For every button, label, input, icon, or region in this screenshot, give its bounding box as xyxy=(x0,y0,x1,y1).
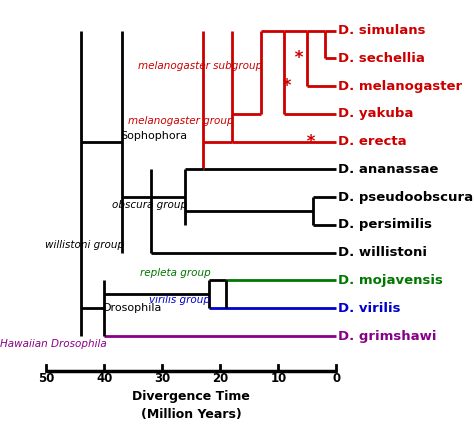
Text: *: * xyxy=(301,133,315,150)
Text: D. yakuba: D. yakuba xyxy=(338,107,413,120)
Text: *: * xyxy=(289,49,303,67)
Text: D. melanogaster: D. melanogaster xyxy=(338,80,462,92)
Text: 30: 30 xyxy=(154,372,170,385)
Text: D. willistoni: D. willistoni xyxy=(338,246,427,259)
Text: D. simulans: D. simulans xyxy=(338,24,426,37)
Text: virilis group: virilis group xyxy=(149,296,210,306)
Text: melanogaster group: melanogaster group xyxy=(128,116,234,126)
Text: *: * xyxy=(277,77,292,95)
Text: 20: 20 xyxy=(212,372,228,385)
Text: (Million Years): (Million Years) xyxy=(141,408,242,421)
Text: D. ananassae: D. ananassae xyxy=(338,163,438,176)
Text: D. sechellia: D. sechellia xyxy=(338,52,425,65)
Text: D. erecta: D. erecta xyxy=(338,135,407,148)
Text: melanogaster subgroup: melanogaster subgroup xyxy=(138,61,263,71)
Text: D. pseudoobscura: D. pseudoobscura xyxy=(338,191,474,204)
Text: Hawaiian Drosophila: Hawaiian Drosophila xyxy=(0,338,107,348)
Text: 0: 0 xyxy=(332,372,340,385)
Text: 10: 10 xyxy=(270,372,286,385)
Text: Drosophila: Drosophila xyxy=(102,303,162,313)
Text: 40: 40 xyxy=(96,372,112,385)
Text: D. mojavensis: D. mojavensis xyxy=(338,274,443,287)
Text: Divergence Time: Divergence Time xyxy=(132,390,250,403)
Text: 50: 50 xyxy=(38,372,54,385)
Text: Sophophora: Sophophora xyxy=(120,131,187,141)
Text: obscura group: obscura group xyxy=(112,200,187,210)
Text: repleta group: repleta group xyxy=(140,268,210,278)
Text: D. virilis: D. virilis xyxy=(338,302,401,315)
Text: D. grimshawi: D. grimshawi xyxy=(338,330,437,343)
Text: willistoni group: willistoni group xyxy=(46,240,125,250)
Text: D. persimilis: D. persimilis xyxy=(338,218,432,232)
